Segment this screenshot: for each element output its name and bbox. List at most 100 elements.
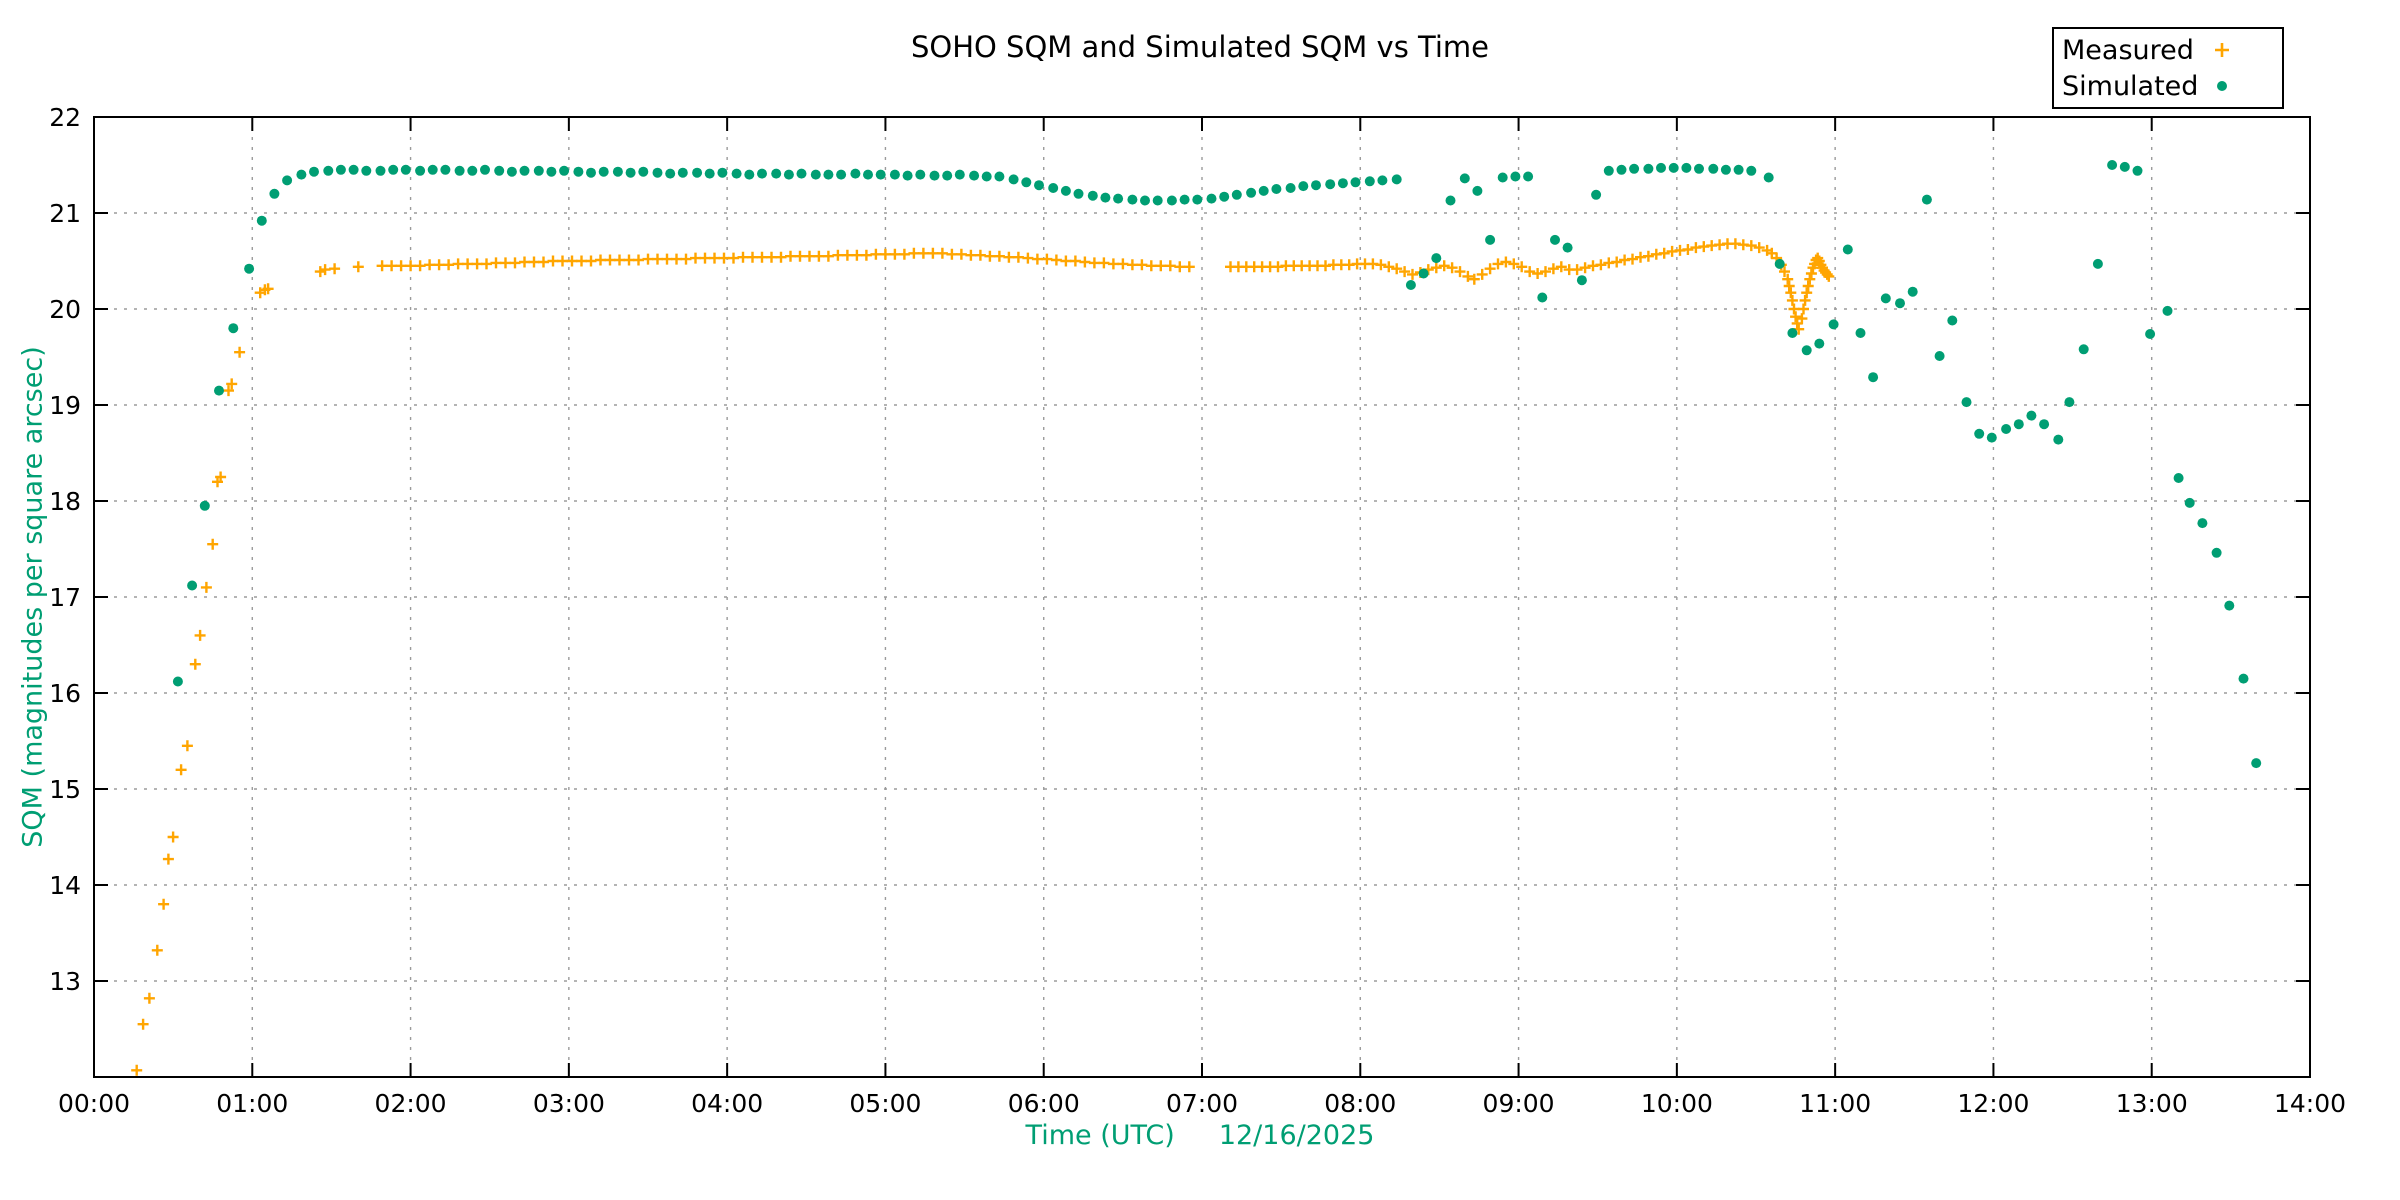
simulated-point — [1974, 428, 1985, 439]
simulated-point — [1880, 293, 1891, 304]
measured-point — [137, 1018, 149, 1030]
measured-point — [223, 385, 234, 397]
simulated-point — [1246, 187, 1257, 198]
y-tick-label: 18 — [49, 487, 81, 516]
simulated-point — [1219, 191, 1230, 202]
simulated-point — [1285, 183, 1296, 193]
measured-point — [690, 252, 701, 264]
simulated-point — [717, 167, 728, 178]
measured-point — [1155, 260, 1167, 272]
measured-point — [1682, 244, 1694, 255]
measured-point — [538, 256, 549, 268]
simulated-point — [823, 169, 834, 180]
x-tick-label: 12:00 — [1957, 1089, 2029, 1118]
plus-marker-icon — [2215, 43, 2229, 57]
simulated-point — [1337, 178, 1348, 189]
measured-point — [1145, 260, 1157, 272]
x-tick-label: 08:00 — [1324, 1089, 1396, 1118]
simulated-point — [1708, 163, 1719, 174]
simulated-point — [757, 168, 767, 179]
measured-point — [1804, 273, 1816, 285]
measured-point — [234, 346, 246, 358]
simulated-point — [2092, 258, 2103, 269]
measured-point — [728, 252, 739, 264]
simulated-point — [796, 168, 807, 179]
measured-point — [671, 253, 682, 265]
measured-point — [1446, 262, 1458, 274]
measured-point — [936, 247, 948, 259]
simulated-point — [1668, 162, 1679, 173]
measured-point — [1117, 258, 1129, 270]
simulated-point — [335, 164, 346, 175]
simulated-point — [598, 166, 609, 177]
measured-point — [908, 247, 920, 259]
simulated-point — [1801, 345, 1812, 356]
measured-point — [1183, 261, 1195, 273]
measured-point — [860, 249, 872, 261]
simulated-point — [361, 165, 372, 176]
measured-point — [870, 248, 882, 260]
measured-point — [131, 1064, 143, 1076]
x-axis-label: Time (UTC) 12/16/2025 — [0, 1120, 2400, 1151]
measured-point — [1031, 253, 1043, 265]
simulated-point — [1656, 162, 1666, 173]
measured-point — [1745, 240, 1757, 252]
measured-point — [595, 254, 606, 266]
x-tick-label: 13:00 — [2116, 1089, 2188, 1118]
y-tick-label: 21 — [49, 199, 81, 228]
measured-point — [262, 283, 274, 295]
measured-point — [1532, 268, 1544, 279]
simulated-point — [1603, 165, 1614, 176]
measured-point — [352, 261, 364, 273]
simulated-point — [415, 165, 426, 176]
measured-point — [519, 256, 530, 268]
measured-point — [1136, 259, 1148, 271]
measured-point — [1805, 268, 1817, 279]
simulated-point — [1643, 163, 1654, 174]
measured-point — [917, 247, 929, 259]
measured-point — [1407, 268, 1418, 280]
simulated-point — [1934, 351, 1945, 361]
measured-point — [1799, 294, 1811, 306]
measured-point — [984, 250, 996, 262]
simulated-point — [2001, 424, 2012, 434]
measured-point — [1088, 257, 1100, 269]
measured-point — [1468, 273, 1480, 285]
legend-label-simulated: Simulated — [2062, 70, 2199, 102]
y-tick-label: 17 — [49, 583, 81, 612]
measured-point — [1595, 259, 1607, 271]
simulated-point — [1258, 185, 1269, 196]
simulated-point — [2197, 518, 2208, 529]
measured-point — [1107, 258, 1119, 270]
simulated-point — [2039, 419, 2050, 430]
measured-point — [1003, 251, 1015, 263]
x-tick-label: 04:00 — [691, 1089, 763, 1118]
measured-point — [614, 254, 625, 266]
measured-point — [642, 253, 654, 265]
simulated-point — [652, 167, 663, 178]
measured-point — [547, 255, 559, 267]
simulated-point — [1562, 242, 1573, 253]
measured-point — [889, 248, 901, 260]
measured-point — [443, 259, 455, 271]
simulated-point — [1763, 172, 1774, 183]
simulated-point — [1113, 193, 1124, 204]
simulated-point — [2013, 419, 2024, 430]
simulated-point — [1733, 164, 1744, 175]
simulated-point — [1087, 190, 1098, 201]
simulated-point — [172, 676, 183, 687]
measured-point — [794, 250, 806, 262]
simulated-point — [1048, 183, 1059, 193]
x-tick-label: 09:00 — [1483, 1089, 1555, 1118]
simulated-point — [187, 580, 198, 591]
measured-point — [955, 248, 967, 260]
measured-point — [1492, 258, 1504, 270]
simulated-point — [1828, 319, 1839, 330]
simulated-point — [1405, 280, 1416, 290]
simulated-point — [677, 167, 688, 178]
simulated-point — [1391, 174, 1402, 185]
simulated-point — [2162, 305, 2173, 316]
simulated-point — [2064, 397, 2075, 408]
legend-entry-measured: Measured — [2054, 32, 2282, 68]
simulated-point — [1021, 177, 1032, 188]
